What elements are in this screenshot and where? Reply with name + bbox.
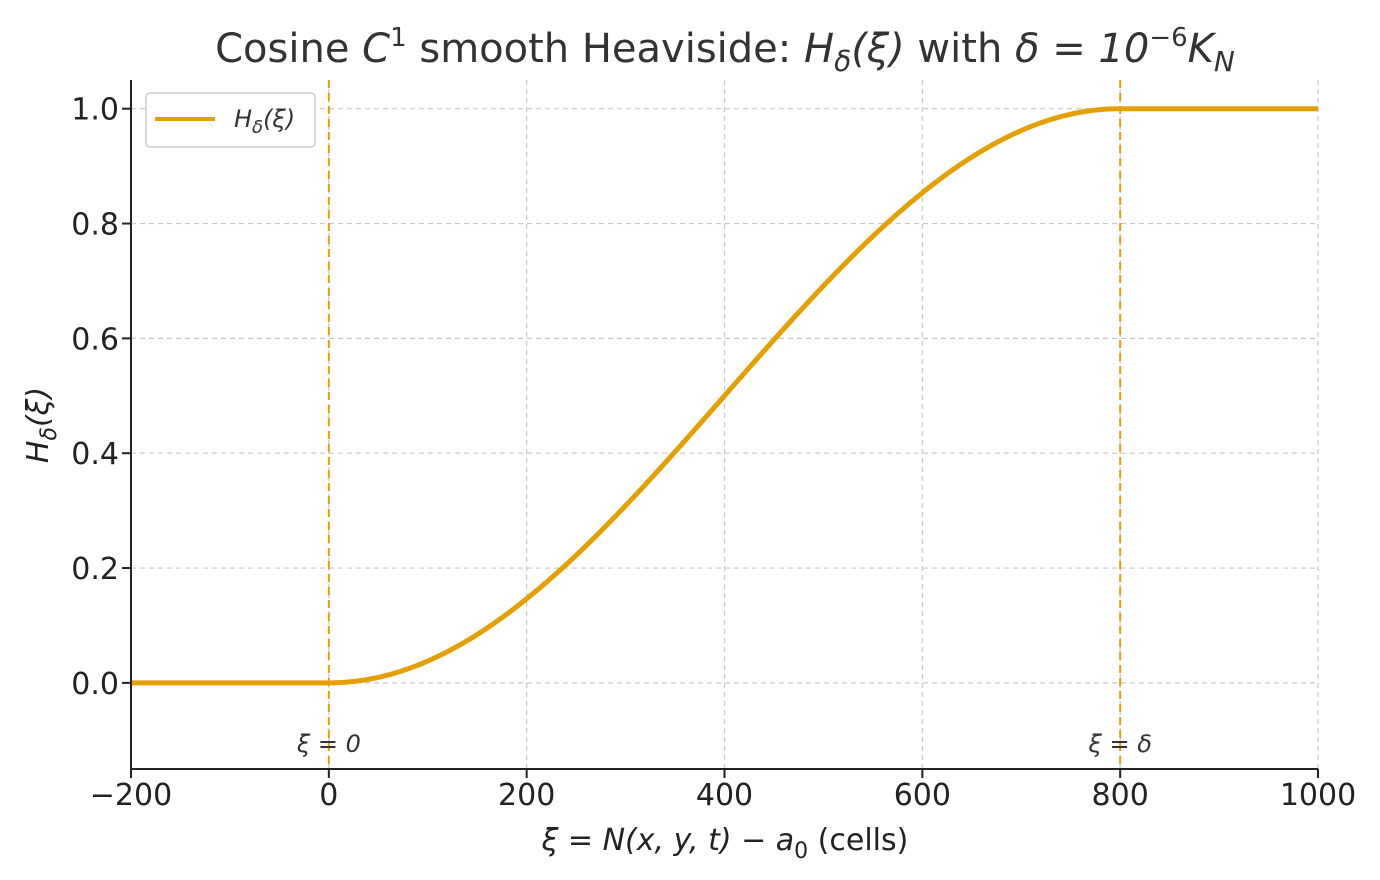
y-tick-label: 0.6: [71, 322, 119, 357]
reference-lines: ξ = 0 ξ = δ: [296, 80, 1152, 769]
x-axis-label: ξ = N(x, y, t) − a0 (cells): [541, 823, 909, 864]
x-ticks: −200 0 200 400 600 800 1000: [90, 769, 1356, 813]
legend-box: [145, 92, 316, 148]
y-tick-label: 0.2: [71, 552, 119, 587]
y-ticks: 0.0 0.2 0.4 0.6 0.8 1.0: [71, 93, 131, 702]
reference-line-label: ξ = δ: [1087, 730, 1151, 758]
chart-title: Cosine C1 smooth Heaviside: Hδ(ξ) with δ…: [215, 23, 1235, 78]
reference-line-label: ξ = 0: [296, 730, 361, 758]
x-tick-label: −200: [90, 778, 172, 813]
y-tick-label: 0.4: [71, 437, 119, 472]
series-group: [130, 106, 1319, 686]
grid-lines: [130, 80, 1319, 769]
y-tick-label: 0.0: [71, 667, 119, 702]
legend-label: Hδ(ξ): [234, 105, 295, 138]
y-tick-label: 1.0: [71, 93, 119, 128]
series-line: [130, 106, 1319, 686]
x-tick-label: 200: [498, 778, 555, 813]
x-tick-label: 800: [1092, 778, 1149, 813]
x-tick-label: 1000: [1280, 778, 1356, 813]
x-tick-label: 600: [894, 778, 951, 813]
y-tick-label: 0.8: [71, 208, 119, 243]
x-tick-label: 0: [319, 778, 338, 813]
legend: Hδ(ξ): [145, 92, 316, 148]
y-axis-label: Hδ(ξ): [21, 387, 62, 463]
x-tick-label: 400: [696, 778, 753, 813]
